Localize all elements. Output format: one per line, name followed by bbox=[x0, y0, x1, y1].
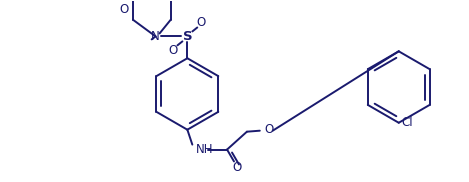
Text: Cl: Cl bbox=[402, 116, 413, 129]
Text: O: O bbox=[265, 123, 274, 136]
Text: O: O bbox=[232, 161, 242, 174]
Text: O: O bbox=[169, 44, 178, 57]
Text: O: O bbox=[120, 3, 129, 16]
Text: NH: NH bbox=[197, 143, 214, 156]
Text: N: N bbox=[151, 30, 160, 43]
Text: O: O bbox=[197, 16, 206, 29]
Text: S: S bbox=[182, 30, 192, 43]
